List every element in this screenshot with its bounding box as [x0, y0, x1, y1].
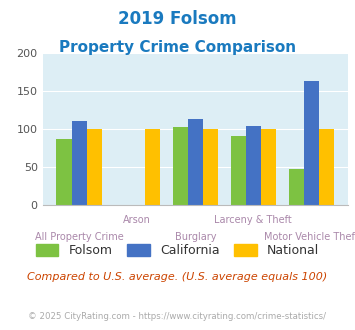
- Text: Larceny & Theft: Larceny & Theft: [214, 215, 292, 225]
- Bar: [319, 129, 334, 205]
- Legend: Folsom, California, National: Folsom, California, National: [31, 239, 324, 262]
- Bar: [173, 127, 188, 205]
- Bar: [145, 129, 160, 205]
- Text: Compared to U.S. average. (U.S. average equals 100): Compared to U.S. average. (U.S. average …: [27, 272, 328, 282]
- Bar: [246, 126, 261, 205]
- Bar: [72, 121, 87, 205]
- Text: Burglary: Burglary: [175, 232, 216, 242]
- Text: Arson: Arson: [123, 215, 151, 225]
- Text: Property Crime Comparison: Property Crime Comparison: [59, 40, 296, 54]
- Bar: [231, 136, 246, 205]
- Text: © 2025 CityRating.com - https://www.cityrating.com/crime-statistics/: © 2025 CityRating.com - https://www.city…: [28, 312, 327, 321]
- Bar: [188, 119, 203, 205]
- Text: Motor Vehicle Theft: Motor Vehicle Theft: [264, 232, 355, 242]
- Text: 2019 Folsom: 2019 Folsom: [118, 10, 237, 28]
- Bar: [304, 81, 319, 205]
- Bar: [203, 129, 218, 205]
- Bar: [87, 129, 102, 205]
- Bar: [289, 169, 304, 205]
- Bar: [56, 139, 72, 205]
- Bar: [261, 129, 276, 205]
- Text: All Property Crime: All Property Crime: [35, 232, 124, 242]
